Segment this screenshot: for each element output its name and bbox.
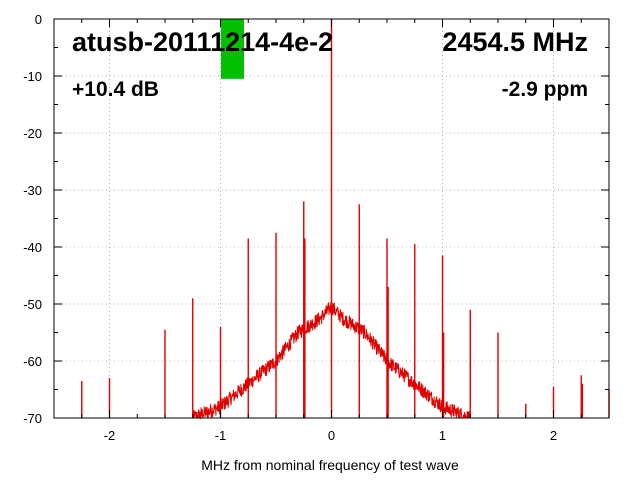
level-indicator-layer [221, 19, 244, 79]
frequency-label: 2454.5 MHz [442, 27, 588, 57]
spectrum-trace [81, 19, 610, 420]
y-tick-label: -40 [23, 240, 42, 255]
x-tick-label: 0 [328, 428, 335, 443]
y-tick-label: 0 [35, 12, 42, 27]
offset-label: -2.9 ppm [502, 78, 588, 101]
x-tick-label: -1 [215, 428, 227, 443]
level-indicator-bar [221, 19, 244, 79]
x-tick-label: -2 [104, 428, 116, 443]
y-tick-label: -10 [23, 69, 42, 84]
x-axis-title: MHz from nominal frequency of test wave [201, 457, 459, 473]
y-tick-label: -50 [23, 297, 42, 312]
y-tick-label: -20 [23, 126, 42, 141]
y-tick-label: -70 [23, 411, 42, 426]
x-tick-label: 1 [439, 428, 446, 443]
device-label: atusb-20111214-4e-2 [72, 27, 333, 57]
level-label: +10.4 dB [72, 78, 159, 101]
y-tick-label: -30 [23, 183, 42, 198]
y-tick-label: -60 [23, 354, 42, 369]
axes: -2 -1 0 1 20-10-20-30-40-50-60-70 [23, 12, 610, 443]
x-tick-label: 2 [550, 428, 557, 443]
